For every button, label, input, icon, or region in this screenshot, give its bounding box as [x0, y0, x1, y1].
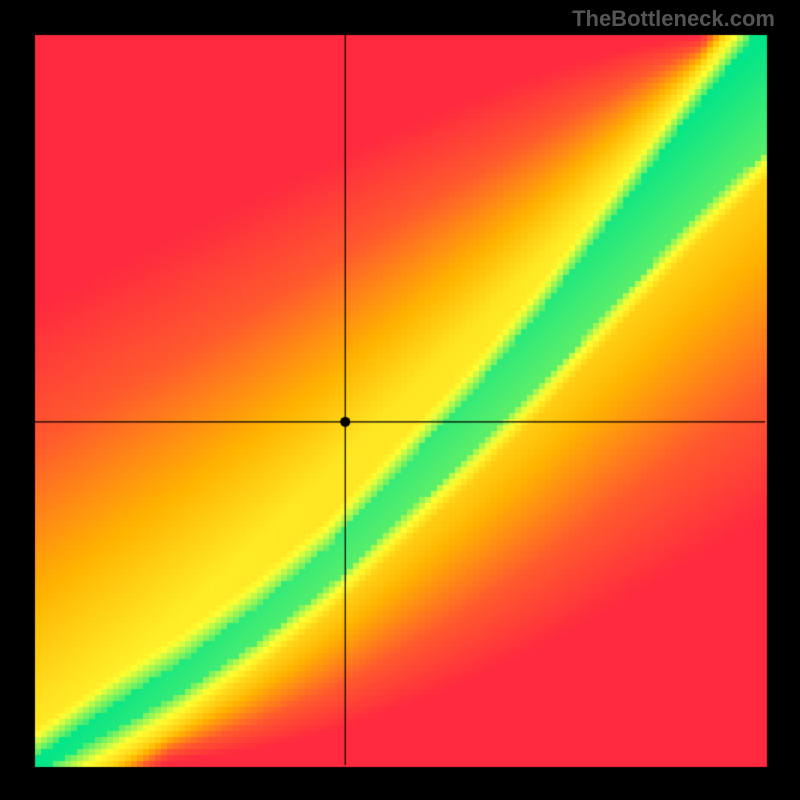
watermark-text: TheBottleneck.com: [572, 6, 775, 32]
bottleneck-heatmap: [0, 0, 800, 800]
chart-container: { "watermark": { "text": "TheBottleneck.…: [0, 0, 800, 800]
